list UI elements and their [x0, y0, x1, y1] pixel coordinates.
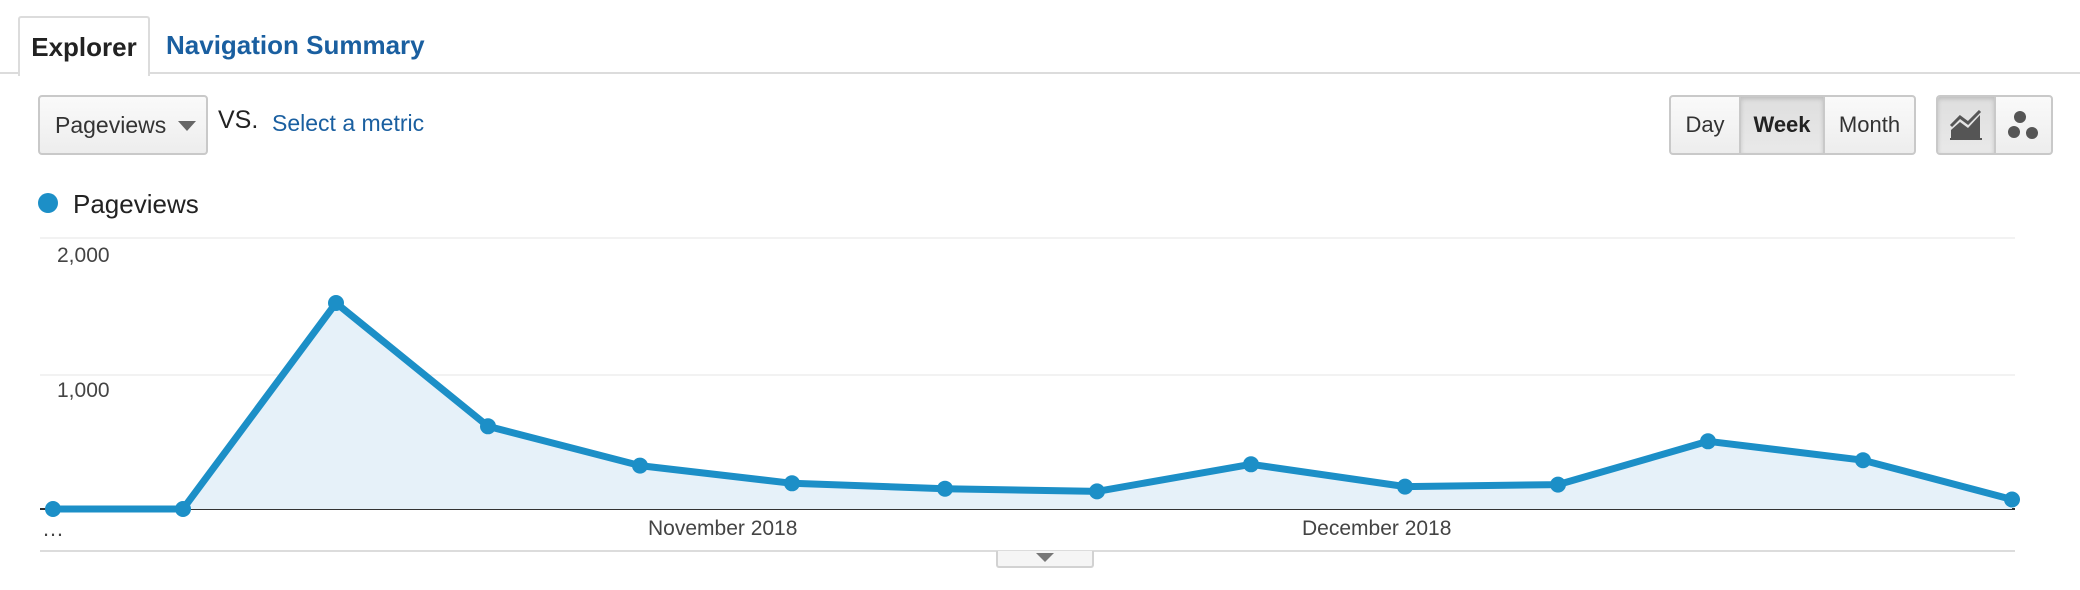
- tab-bar: Explorer Navigation Summary: [0, 0, 2080, 76]
- line-chart-button[interactable]: [1938, 97, 1994, 153]
- y-tick-label: 2,000: [57, 244, 110, 267]
- y-tick-label: 1,000: [57, 379, 110, 402]
- chevron-down-icon: [178, 121, 196, 131]
- data-point[interactable]: [784, 475, 800, 492]
- chart-view-toggle: [1936, 95, 2053, 155]
- data-point[interactable]: [1550, 476, 1566, 493]
- legend-label: Pageviews: [73, 189, 199, 219]
- data-point[interactable]: [1243, 456, 1259, 473]
- data-point[interactable]: [328, 295, 344, 311]
- tab-explorer[interactable]: Explorer: [18, 16, 150, 76]
- data-point[interactable]: [1397, 478, 1413, 495]
- data-point[interactable]: [480, 418, 496, 435]
- select-metric-link[interactable]: Select a metric: [272, 110, 425, 136]
- week-button[interactable]: Week: [1739, 97, 1823, 153]
- data-point[interactable]: [1855, 452, 1871, 469]
- data-point[interactable]: [937, 480, 953, 497]
- day-button[interactable]: Day: [1685, 112, 1725, 137]
- data-point[interactable]: [1089, 483, 1105, 500]
- legend-marker: [38, 193, 58, 213]
- metric-dropdown[interactable]: Pageviews: [38, 95, 208, 155]
- data-point[interactable]: [2004, 491, 2020, 508]
- x-tick-label: …: [42, 516, 64, 541]
- data-point[interactable]: [45, 501, 61, 517]
- metric-dropdown-label: Pageviews: [55, 112, 167, 138]
- data-point[interactable]: [175, 501, 191, 517]
- vs-label: VS.: [218, 106, 259, 134]
- x-tick-label: November 2018: [648, 517, 798, 540]
- tab-navigation-summary[interactable]: Navigation Summary: [166, 30, 425, 60]
- data-point[interactable]: [632, 457, 648, 474]
- line-chart-icon: [1949, 110, 1982, 140]
- motion-chart-button[interactable]: [1994, 97, 2050, 153]
- x-tick-label: December 2018: [1302, 517, 1452, 540]
- period-toggle: Day Week Month: [1669, 95, 1916, 155]
- motion-chart-icon: [2008, 111, 2038, 139]
- chevron-down-icon: [1036, 553, 1054, 562]
- data-point[interactable]: [1700, 433, 1716, 450]
- series-area: [53, 303, 2012, 509]
- month-button[interactable]: Month: [1823, 97, 1914, 153]
- series-line: [53, 299, 2013, 513]
- expand-chart-button[interactable]: [996, 551, 1094, 568]
- tab-bar-divider: [0, 72, 2080, 74]
